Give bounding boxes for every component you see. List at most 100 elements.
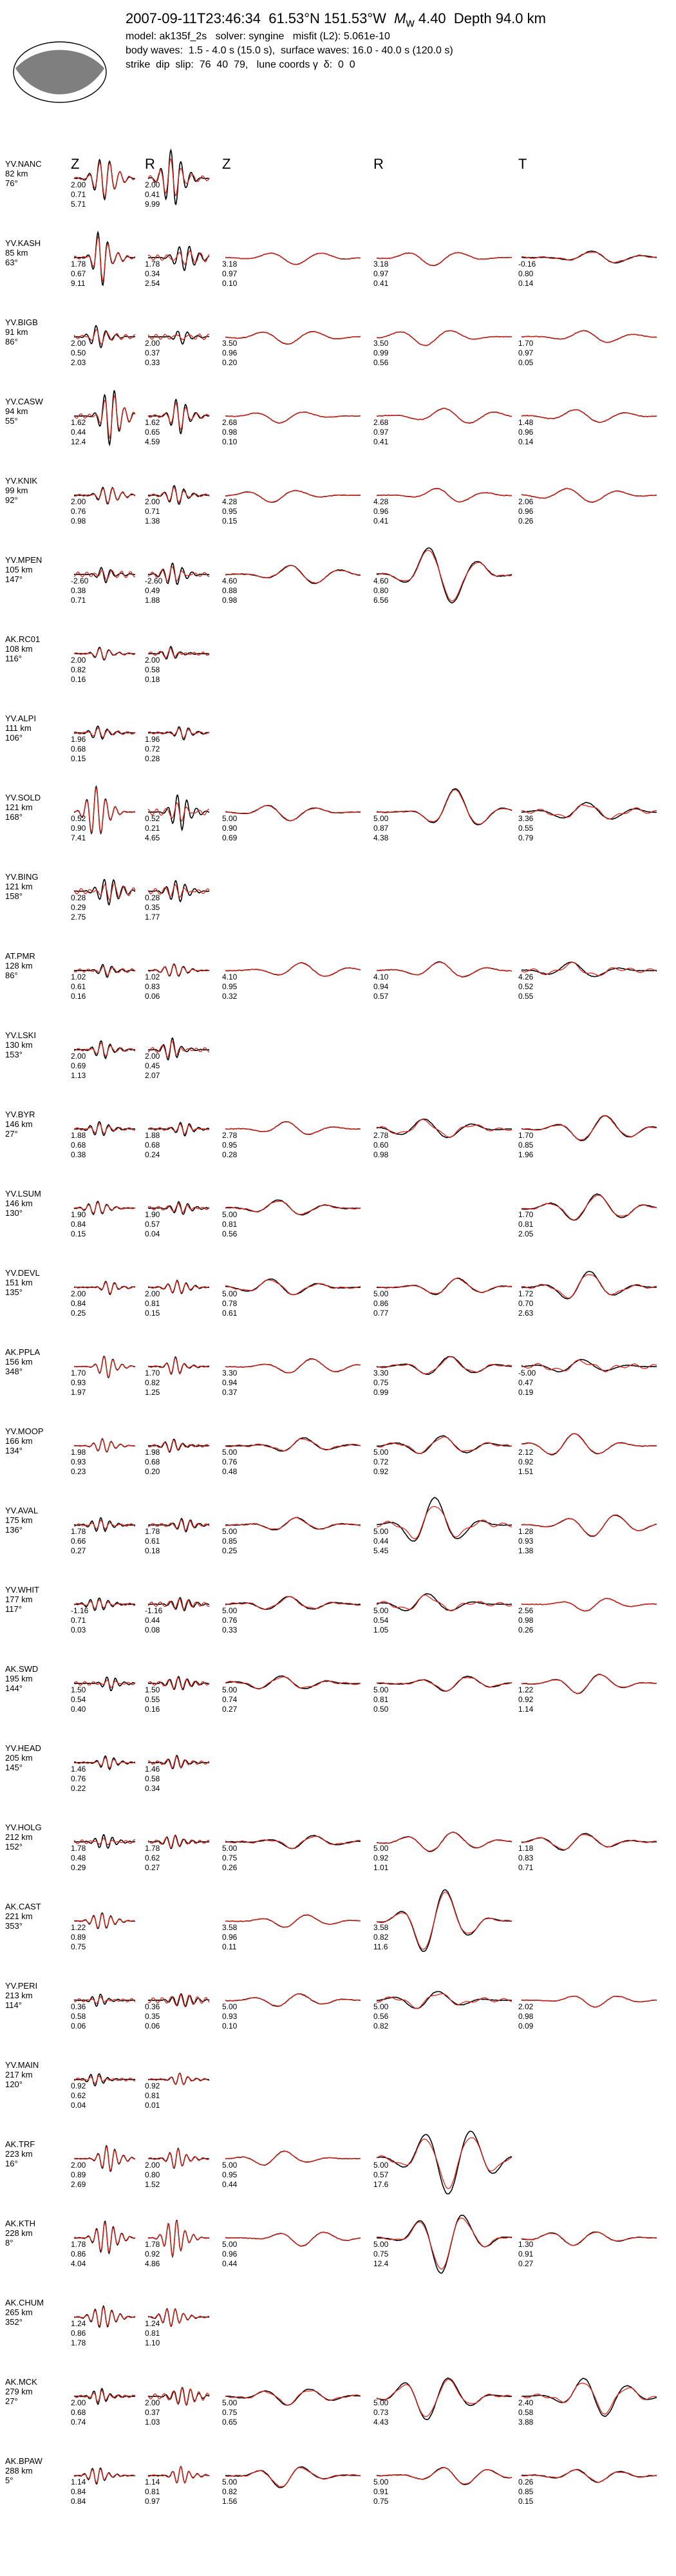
- synthetic-trace: [147, 1519, 210, 1531]
- synthetic-trace: [73, 1680, 136, 1688]
- time-shift-label: 5.00: [373, 2161, 389, 2170]
- station-distance: 105 km: [5, 565, 33, 574]
- station-azimuth: 130°: [5, 1208, 23, 1218]
- correlation-label: 0.58: [145, 1774, 160, 1783]
- amplitude-ratio-label: 0.27: [222, 1705, 238, 1714]
- time-shift-label: 5.00: [222, 1527, 238, 1536]
- station-distance: 228 km: [5, 2228, 33, 2238]
- station-distance: 212 km: [5, 1832, 33, 1842]
- amplitude-ratio-label: 0.55: [518, 992, 534, 1001]
- time-shift-label: 3.50: [222, 339, 238, 348]
- time-shift-label: 1.24: [145, 2319, 160, 2328]
- time-shift-label: 4.28: [222, 497, 238, 506]
- amplitude-ratio-label: 0.33: [222, 1625, 238, 1634]
- amplitude-ratio-label: 0.74: [71, 2418, 86, 2427]
- correlation-label: 0.54: [71, 1695, 86, 1704]
- data-trace: [376, 1497, 512, 1542]
- data-trace: [377, 1356, 512, 1376]
- time-shift-label: 2.68: [222, 418, 238, 427]
- synthetic-trace: [376, 2217, 512, 2270]
- correlation-label: 0.37: [145, 2408, 160, 2417]
- time-shift-label: 1.18: [518, 1844, 534, 1853]
- station-name: YV.SOLD: [5, 793, 41, 802]
- data-trace: [147, 1438, 210, 1453]
- amplitude-ratio-label: 0.79: [518, 833, 534, 842]
- correlation-label: 0.94: [222, 1378, 238, 1387]
- synthetic-trace: [73, 1042, 136, 1057]
- station-name: YV.PERI: [5, 1981, 37, 1991]
- amplitude-ratio-label: 2.54: [145, 279, 160, 288]
- amplitude-ratio-label: 0.08: [145, 1625, 160, 1634]
- amplitude-ratio-label: 0.04: [145, 1229, 160, 1238]
- column-header-1: R: [145, 156, 155, 172]
- synthetic-trace: [376, 1595, 512, 1611]
- synthetic-trace: [73, 1356, 136, 1378]
- correlation-label: 0.85: [518, 2487, 534, 2496]
- data-trace: [147, 2387, 210, 2406]
- time-shift-label: 0.26: [518, 2477, 534, 2486]
- amplitude-ratio-label: 0.19: [518, 1388, 534, 1397]
- synthetic-trace: [521, 961, 657, 976]
- station-azimuth: 76°: [5, 178, 18, 188]
- data-trace: [225, 1596, 361, 1610]
- time-shift-label: 5.00: [222, 1289, 238, 1298]
- synthetic-trace: [147, 2387, 210, 2405]
- amplitude-ratio-label: 2.05: [518, 1229, 534, 1238]
- amplitude-ratio-label: 0.15: [71, 1229, 86, 1238]
- correlation-label: 0.91: [518, 2249, 534, 2259]
- time-shift-label: 5.00: [222, 2240, 238, 2249]
- synthetic-trace: [376, 2467, 512, 2485]
- station-name: YV.ALPI: [5, 714, 36, 723]
- amplitude-ratio-label: 0.48: [222, 1467, 238, 1476]
- amplitude-ratio-label: 2.63: [518, 1309, 534, 1318]
- data-trace: [225, 1199, 361, 1216]
- data-trace: [147, 1518, 210, 1533]
- time-shift-label: 4.26: [518, 972, 534, 981]
- amplitude-ratio-label: 0.25: [71, 1309, 86, 1318]
- correlation-label: 0.21: [145, 824, 160, 833]
- synthetic-trace: [521, 1433, 657, 1455]
- synthetic-trace: [147, 2073, 210, 2085]
- correlation-label: 0.98: [222, 428, 238, 437]
- station-distance: 151 km: [5, 1278, 33, 1287]
- amplitude-ratio-label: 0.98: [373, 1150, 389, 1159]
- time-shift-label: 5.00: [373, 2477, 389, 2486]
- time-shift-label: 5.00: [222, 1606, 238, 1615]
- correlation-label: 0.95: [222, 507, 238, 516]
- synthetic-trace: [73, 647, 136, 660]
- synthetic-trace: [225, 1915, 361, 1928]
- time-shift-label: 5.00: [373, 2240, 389, 2249]
- station-azimuth: 8°: [5, 2238, 13, 2248]
- synthetic-trace: [521, 1674, 657, 1694]
- amplitude-ratio-label: 0.10: [222, 437, 238, 446]
- time-shift-label: 2.00: [145, 2398, 160, 2407]
- synthetic-trace: [147, 1040, 210, 1058]
- correlation-label: 0.75: [373, 2249, 389, 2259]
- time-shift-label: 2.00: [71, 339, 86, 348]
- correlation-label: 0.66: [71, 1537, 86, 1546]
- synthetic-trace: [73, 2306, 136, 2327]
- station-distance: 82 km: [5, 169, 28, 178]
- correlation-label: 0.62: [145, 1853, 160, 1862]
- amplitude-ratio-label: 0.24: [145, 1150, 160, 1159]
- correlation-label: 0.99: [373, 348, 389, 357]
- amplitude-ratio-label: 4.59: [145, 437, 160, 446]
- correlation-label: 0.95: [222, 982, 238, 991]
- time-shift-label: 0.36: [145, 2002, 160, 2011]
- synthetic-trace: [225, 489, 361, 503]
- amplitude-ratio-label: 1.96: [518, 1150, 534, 1159]
- time-shift-label: 2.00: [145, 180, 160, 189]
- synthetic-trace: [73, 2146, 136, 2171]
- correlation-label: 0.98: [518, 2012, 534, 2021]
- synthetic-trace: [147, 565, 210, 582]
- amplitude-ratio-label: 0.71: [518, 1863, 534, 1872]
- amplitude-ratio-label: 1.56: [222, 2497, 238, 2506]
- synthetic-trace: [376, 2378, 512, 2417]
- synthetic-trace: [225, 565, 361, 583]
- time-shift-label: 5.00: [222, 2161, 238, 2170]
